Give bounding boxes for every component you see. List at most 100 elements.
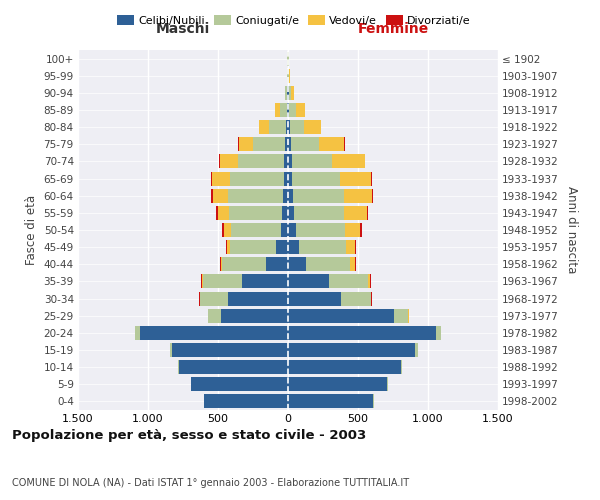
Bar xyxy=(355,240,356,254)
Bar xyxy=(230,172,284,185)
Bar xyxy=(329,274,368,288)
Bar xyxy=(285,86,287,100)
Bar xyxy=(288,308,394,322)
Bar xyxy=(294,206,344,220)
Bar xyxy=(172,343,288,357)
Bar xyxy=(289,103,296,117)
Bar xyxy=(367,206,368,220)
Bar xyxy=(217,206,218,220)
Bar xyxy=(178,360,179,374)
Bar xyxy=(287,68,288,82)
Bar xyxy=(230,223,281,237)
Bar xyxy=(281,223,288,237)
Bar xyxy=(203,274,242,288)
Bar xyxy=(296,103,305,117)
Bar xyxy=(211,188,212,202)
Bar xyxy=(344,223,360,237)
Bar xyxy=(299,240,346,254)
Bar xyxy=(360,223,361,237)
Bar xyxy=(292,172,340,185)
Bar xyxy=(228,292,288,306)
Bar xyxy=(288,378,388,392)
Bar xyxy=(259,120,269,134)
Bar xyxy=(288,188,293,202)
Bar xyxy=(288,326,436,340)
Bar xyxy=(276,240,288,254)
Bar xyxy=(341,292,371,306)
Bar xyxy=(288,103,289,117)
Bar xyxy=(289,68,290,82)
Bar xyxy=(287,86,288,100)
Bar xyxy=(222,258,266,272)
Bar xyxy=(288,172,292,185)
Bar xyxy=(202,274,203,288)
Bar xyxy=(332,154,365,168)
Bar xyxy=(415,343,418,357)
Bar xyxy=(288,258,305,272)
Bar xyxy=(355,258,356,272)
Bar xyxy=(211,172,212,185)
Bar xyxy=(224,223,230,237)
Bar xyxy=(288,292,341,306)
Bar xyxy=(289,86,291,100)
Bar xyxy=(368,274,370,288)
Bar xyxy=(290,120,304,134)
Bar xyxy=(228,188,283,202)
Bar xyxy=(305,258,350,272)
Bar xyxy=(288,154,292,168)
Bar xyxy=(282,206,288,220)
Bar xyxy=(200,292,228,306)
Bar xyxy=(319,138,344,151)
Bar xyxy=(286,120,288,134)
Bar xyxy=(208,308,221,322)
Bar xyxy=(291,138,319,151)
Bar xyxy=(370,274,371,288)
Bar xyxy=(219,154,220,168)
Bar xyxy=(269,120,286,134)
Bar xyxy=(238,154,284,168)
Bar xyxy=(266,258,288,272)
Bar xyxy=(226,240,227,254)
Bar xyxy=(218,206,229,220)
Bar xyxy=(288,394,373,408)
Bar xyxy=(285,138,288,151)
Bar xyxy=(230,240,276,254)
Bar xyxy=(222,223,224,237)
Bar xyxy=(372,188,373,202)
Bar xyxy=(346,240,355,254)
Bar xyxy=(221,258,222,272)
Bar xyxy=(288,360,401,374)
Bar xyxy=(394,308,409,322)
Bar xyxy=(284,154,288,168)
Text: Maschi: Maschi xyxy=(156,22,210,36)
Bar xyxy=(229,206,282,220)
Bar xyxy=(350,258,355,272)
Bar xyxy=(401,360,402,374)
Bar xyxy=(288,223,296,237)
Bar xyxy=(212,172,230,185)
Bar xyxy=(221,308,288,322)
Bar xyxy=(288,120,290,134)
Bar xyxy=(436,326,440,340)
Bar xyxy=(239,138,253,151)
Bar xyxy=(275,103,280,117)
Bar xyxy=(288,86,289,100)
Bar xyxy=(242,274,288,288)
Text: COMUNE DI NOLA (NA) - Dati ISTAT 1° gennaio 2003 - Elaborazione TUTTITALIA.IT: COMUNE DI NOLA (NA) - Dati ISTAT 1° genn… xyxy=(12,478,409,488)
Bar xyxy=(191,378,288,392)
Bar xyxy=(291,86,293,100)
Y-axis label: Fasce di età: Fasce di età xyxy=(25,195,38,265)
Bar xyxy=(288,206,294,220)
Bar xyxy=(179,360,288,374)
Bar xyxy=(288,274,329,288)
Text: Popolazione per età, sesso e stato civile - 2003: Popolazione per età, sesso e stato civil… xyxy=(12,430,366,442)
Bar xyxy=(288,343,415,357)
Bar xyxy=(288,138,291,151)
Bar xyxy=(293,188,344,202)
Bar xyxy=(287,103,288,117)
Bar xyxy=(220,258,221,272)
Bar xyxy=(280,103,287,117)
Legend: Celibi/Nubili, Coniugati/e, Vedovi/e, Divorziati/e: Celibi/Nubili, Coniugati/e, Vedovi/e, Di… xyxy=(113,10,475,30)
Bar xyxy=(284,172,288,185)
Bar xyxy=(284,86,285,100)
